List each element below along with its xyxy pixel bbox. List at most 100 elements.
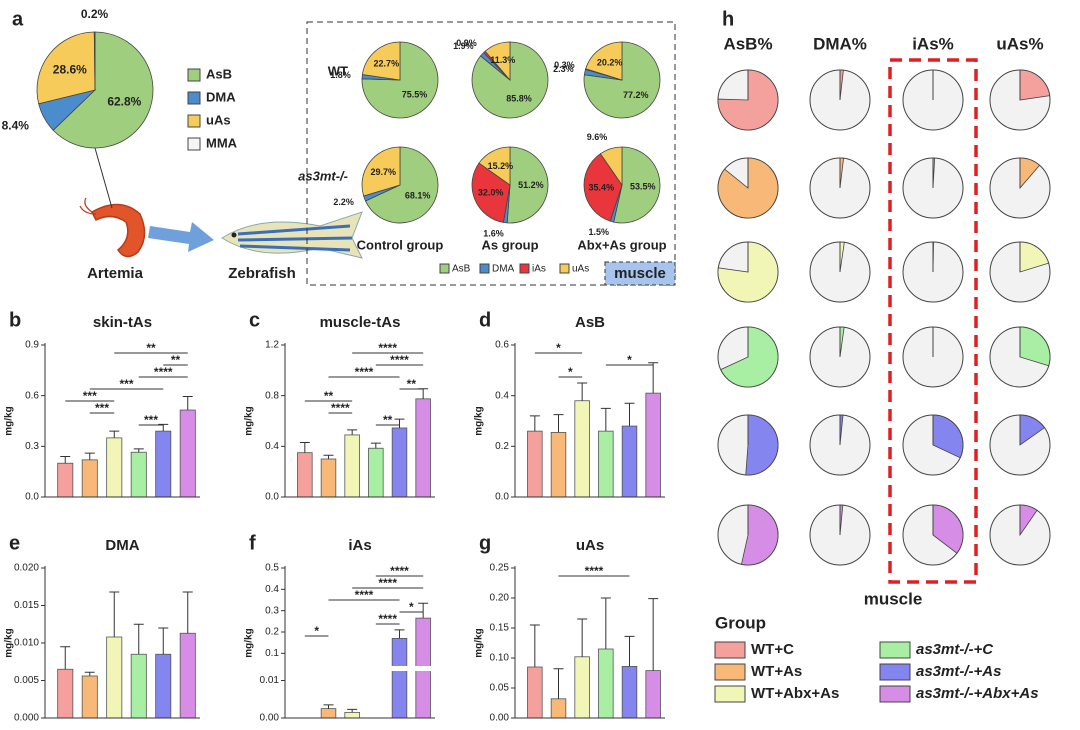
error-bar xyxy=(84,452,95,460)
legend-label: uAs xyxy=(572,264,589,275)
significance-label: **** xyxy=(355,365,374,379)
error-bar xyxy=(182,396,193,411)
bar xyxy=(574,656,590,719)
column-label: Control group xyxy=(357,237,444,252)
error-bar xyxy=(529,415,540,432)
bar xyxy=(106,636,123,719)
pie-slice xyxy=(745,414,779,476)
y-tick-label: 0.10 xyxy=(490,653,510,664)
bar xyxy=(574,400,590,498)
y-tick-label: 0.3 xyxy=(25,441,39,452)
chart-title: skin-tAs xyxy=(93,314,152,331)
error-bar xyxy=(418,388,429,399)
pie-slice xyxy=(36,31,96,105)
legend-label: as3mt-/-+Abx+As xyxy=(916,685,1039,702)
y-tick-label: 0.2 xyxy=(265,627,279,638)
pie-value-label: 28.6% xyxy=(53,63,87,77)
pie-value-label: 15.2% xyxy=(488,161,514,171)
legend-swatch xyxy=(187,114,201,128)
panel-letter: d xyxy=(479,309,491,331)
legend-label: AsB xyxy=(206,66,232,81)
y-tick-label: 0.010 xyxy=(14,638,39,649)
significance-label: ** xyxy=(146,341,156,355)
pie-value-label: 29.7% xyxy=(370,167,396,177)
column-label: uAs% xyxy=(996,34,1043,53)
error-bar xyxy=(624,635,635,667)
pie-value-label: 9.6% xyxy=(587,132,608,142)
legend-label: WT+Abx+As xyxy=(751,685,839,702)
y-tick-label: 0.005 xyxy=(14,675,39,686)
bar xyxy=(344,711,360,719)
legend-label: DMA xyxy=(206,89,236,104)
legend-label: as3mt-/-+As xyxy=(916,663,1001,680)
pie-slice xyxy=(361,41,401,81)
pie-slice xyxy=(717,69,779,131)
bar xyxy=(320,708,337,719)
y-tick-label: 0.1 xyxy=(265,648,279,659)
significance-label: ** xyxy=(171,353,181,367)
target-label: Zebrafish xyxy=(228,265,296,282)
pie-value-label: 77.2% xyxy=(623,90,649,100)
error-bar xyxy=(529,624,540,667)
error-bar xyxy=(323,454,334,459)
y-axis-label: mg/kg xyxy=(474,406,485,435)
arrow xyxy=(148,222,214,252)
pie-value-label: 85.8% xyxy=(506,93,532,103)
error-bar xyxy=(323,704,334,709)
error-bar xyxy=(299,442,310,453)
significance-label: ** xyxy=(324,389,334,403)
pie-value-label: 8.4% xyxy=(2,118,30,132)
significance-label: * xyxy=(409,600,414,614)
significance-label: * xyxy=(556,341,561,355)
bar xyxy=(179,409,196,498)
legend-label: MMA xyxy=(206,135,238,150)
pie-slice xyxy=(599,146,623,187)
error-bar xyxy=(347,708,358,713)
y-tick-label: 0.00 xyxy=(490,713,510,724)
significance-label: **** xyxy=(390,564,409,578)
error-bar xyxy=(158,423,169,432)
chart-title: uAs xyxy=(576,537,604,554)
bar xyxy=(527,666,543,719)
pie-value-label: 68.1% xyxy=(405,191,431,201)
panel-letter: e xyxy=(9,532,20,554)
axes xyxy=(514,343,665,498)
pie-slice xyxy=(484,41,511,82)
error-bar xyxy=(84,671,95,676)
significance-label: **** xyxy=(378,341,397,355)
connector xyxy=(94,147,113,209)
y-tick-label: 0.000 xyxy=(14,713,39,724)
pie-slice xyxy=(364,146,439,224)
pie-value-label: 51.2% xyxy=(518,180,544,190)
bar xyxy=(320,458,337,498)
pie-value-label: 2.3% xyxy=(553,64,574,74)
legend-swatch xyxy=(519,263,530,274)
error-bar xyxy=(600,597,611,649)
y-axis-label: mg/kg xyxy=(4,628,15,657)
y-tick-label: 0.3 xyxy=(265,605,279,616)
legend-title: Group xyxy=(715,613,766,632)
pie-slice xyxy=(506,146,549,224)
y-tick-label: 0.9 xyxy=(25,340,39,351)
panel-letter: c xyxy=(249,309,260,331)
y-tick-label: 0.25 xyxy=(490,563,510,574)
legend-swatch xyxy=(187,91,201,105)
axes xyxy=(514,566,665,719)
chart-title: muscle-tAs xyxy=(320,314,401,331)
pie-slice xyxy=(583,153,623,222)
pie-value-label: 2.2% xyxy=(333,197,354,207)
error-bar xyxy=(648,598,659,671)
y-axis-label: mg/kg xyxy=(244,406,255,435)
y-tick-label: 0.05 xyxy=(490,683,510,694)
y-axis-label: mg/kg xyxy=(4,406,15,435)
column-label: iAs% xyxy=(912,34,954,53)
legend-swatch xyxy=(187,137,201,151)
panel-letter: g xyxy=(479,532,491,554)
significance-label: **** xyxy=(378,612,397,626)
panel-letter: a xyxy=(12,8,24,30)
legend-label: uAs xyxy=(206,112,231,127)
significance-label: *** xyxy=(119,377,133,391)
y-tick-label: 0.01 xyxy=(260,675,280,686)
legend-swatch xyxy=(559,263,570,274)
bar xyxy=(598,430,614,498)
